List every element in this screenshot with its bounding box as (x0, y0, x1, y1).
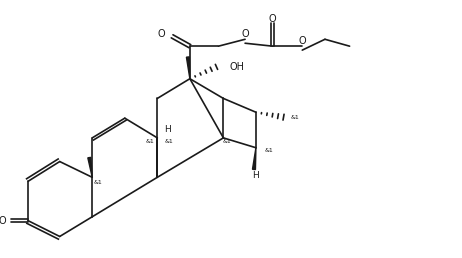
Text: H: H (253, 171, 259, 180)
Text: &1: &1 (223, 139, 232, 144)
Text: &1: &1 (265, 148, 274, 153)
Text: &1: &1 (94, 180, 103, 185)
Polygon shape (252, 148, 256, 170)
Text: O: O (241, 29, 249, 39)
Text: O: O (158, 29, 165, 39)
Text: &1: &1 (291, 115, 299, 120)
Polygon shape (88, 157, 92, 177)
Text: OH: OH (229, 62, 244, 72)
Polygon shape (187, 57, 190, 79)
Text: O: O (0, 216, 6, 226)
Text: &1: &1 (146, 139, 155, 144)
Text: O: O (269, 14, 276, 23)
Text: H: H (164, 125, 171, 134)
Text: &1: &1 (164, 139, 173, 144)
Text: O: O (298, 36, 306, 46)
